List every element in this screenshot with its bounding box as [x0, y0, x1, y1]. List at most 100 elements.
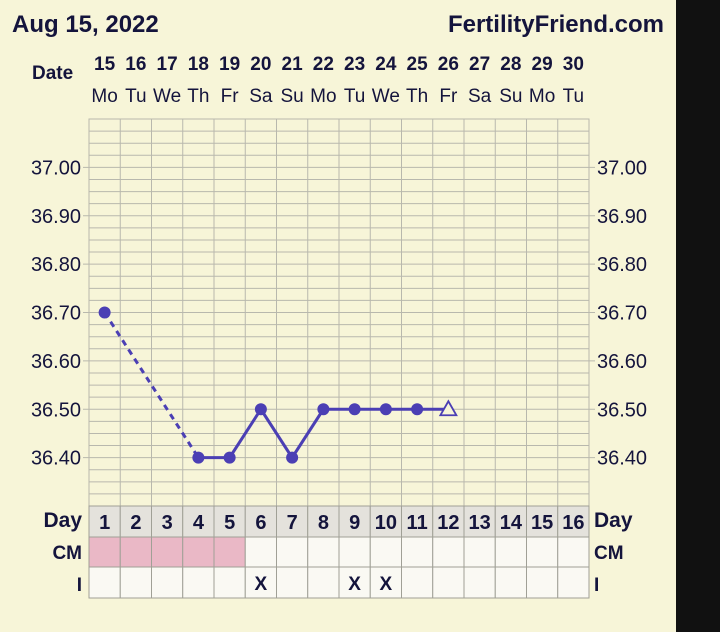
- weekday-label: Mo: [310, 86, 336, 107]
- cm-cell: [432, 536, 465, 568]
- intercourse-cell: [244, 566, 277, 599]
- date-label: 24: [375, 54, 397, 75]
- weekday-label: Tu: [125, 86, 146, 107]
- cm-cell: [557, 536, 590, 568]
- temperature-point: [411, 403, 424, 416]
- cm-row-label-right: CM: [594, 543, 624, 564]
- cm-cell: [307, 536, 340, 568]
- weekday-label: We: [372, 86, 400, 107]
- intercourse-cell: [401, 566, 434, 599]
- cycle-day-cell: [526, 505, 559, 538]
- intercourse-cell: [432, 566, 465, 599]
- cm-cell: [119, 536, 152, 568]
- date-label: 18: [188, 54, 209, 75]
- date-label: 30: [563, 54, 584, 75]
- cycle-day-number: 12: [437, 512, 459, 534]
- intercourse-cell: [369, 566, 402, 599]
- cm-cell: [338, 536, 371, 568]
- intercourse-cell: [119, 566, 152, 599]
- x-axis-dates: 15 16 17 18 19 20 21 22 23 24 25 26 27 28 29 30 Mo Tu We Th…: [91, 54, 584, 107]
- day-row-label-right: Day: [594, 509, 633, 532]
- chart-date-title: Aug 15, 2022: [12, 11, 159, 38]
- cycle-day-number: 15: [531, 512, 553, 534]
- y-axis-left: 37.00 36.90 36.80 36.70 36.60 36.50 36.40: [31, 157, 81, 469]
- date-label: 25: [407, 54, 429, 75]
- y-tick-label-right: 36.90: [597, 206, 647, 228]
- cm-cell: [276, 536, 309, 568]
- y-tick-label-right: 36.80: [597, 254, 647, 276]
- site-name: FertilityFriend.com: [448, 11, 664, 38]
- y-tick-label-left: 36.80: [31, 254, 81, 276]
- cycle-day-number: 2: [130, 512, 141, 534]
- temperature-point: [98, 306, 111, 319]
- temperature-point: [348, 403, 361, 416]
- cycle-day-number: 14: [500, 512, 523, 534]
- y-tick-label-left: 36.40: [31, 448, 81, 470]
- window-edge: [676, 0, 720, 632]
- intercourse-cell: [526, 566, 559, 599]
- y-tick-label-left: 37.00: [31, 157, 81, 179]
- series-segment: [290, 408, 325, 459]
- intercourse-cell: [463, 566, 496, 599]
- temperature-point: [379, 403, 392, 416]
- weekday-label: Su: [499, 86, 522, 107]
- intercourse-cell: [182, 566, 215, 599]
- cycle-day-number: 9: [349, 512, 360, 534]
- y-tick-label-left: 36.50: [31, 399, 81, 421]
- temperature-point-projected: [438, 399, 458, 417]
- cm-cell: [88, 536, 121, 568]
- weekday-label: Tu: [563, 86, 584, 107]
- date-label: 28: [500, 54, 521, 75]
- y-tick-label-right: 36.60: [597, 351, 647, 373]
- date-label: 27: [469, 54, 490, 75]
- intercourse-mark: X: [348, 574, 361, 595]
- cm-cell: [369, 536, 402, 568]
- date-label: 21: [282, 54, 304, 75]
- y-tick-label-left: 36.70: [31, 303, 81, 325]
- intercourse-cell: [557, 566, 590, 599]
- temperature-point: [254, 403, 267, 416]
- series-segment: [259, 408, 294, 459]
- cm-cell: [494, 536, 527, 568]
- date-label: 16: [125, 54, 146, 75]
- cycle-day-cell: [151, 505, 184, 538]
- intercourse-cell: [276, 566, 309, 599]
- series-segment-dashed: [103, 311, 200, 459]
- intercourse-cell: [213, 566, 246, 599]
- temperature-point: [192, 451, 205, 464]
- date-label: 19: [219, 54, 240, 75]
- weekday-label: Fr: [439, 86, 458, 107]
- intercourse-mark: X: [380, 574, 393, 595]
- cycle-day-number: 4: [193, 512, 205, 534]
- weekday-label: We: [153, 86, 181, 107]
- cycle-day-number: 5: [224, 512, 235, 534]
- cycle-day-cell: [213, 505, 246, 538]
- intercourse-cell: [88, 566, 121, 599]
- weekday-label: Th: [187, 86, 209, 107]
- y-tick-label-right: 36.50: [597, 399, 647, 421]
- date-label: 22: [313, 54, 334, 75]
- cycle-day-number: 11: [407, 512, 428, 534]
- cycle-day-number: 7: [287, 512, 298, 534]
- date-label: 20: [250, 54, 271, 75]
- date-label: 29: [532, 54, 553, 75]
- date-label: 23: [344, 54, 365, 75]
- y-tick-label-left: 36.90: [31, 206, 81, 228]
- weekday-label: Th: [406, 86, 428, 107]
- date-label: 17: [157, 54, 178, 75]
- series-segment: [228, 408, 263, 459]
- cm-cell: [526, 536, 559, 568]
- y-tick-label-left: 36.60: [31, 351, 81, 373]
- cycle-day-cell: [557, 505, 590, 538]
- weekday-label: Tu: [344, 86, 365, 107]
- temperature-point: [286, 451, 299, 464]
- temperature-point: [317, 403, 330, 416]
- cm-row-label-left: CM: [52, 543, 82, 564]
- cm-cell: [401, 536, 434, 568]
- cm-cell: [213, 536, 246, 568]
- y-axis-right: 37.00 36.90 36.80 36.70 36.60 36.50 36.40: [597, 157, 647, 469]
- chart-grid: [83, 118, 595, 507]
- cycle-day-cell: [369, 505, 402, 538]
- y-tick-label-right: 36.40: [597, 448, 647, 470]
